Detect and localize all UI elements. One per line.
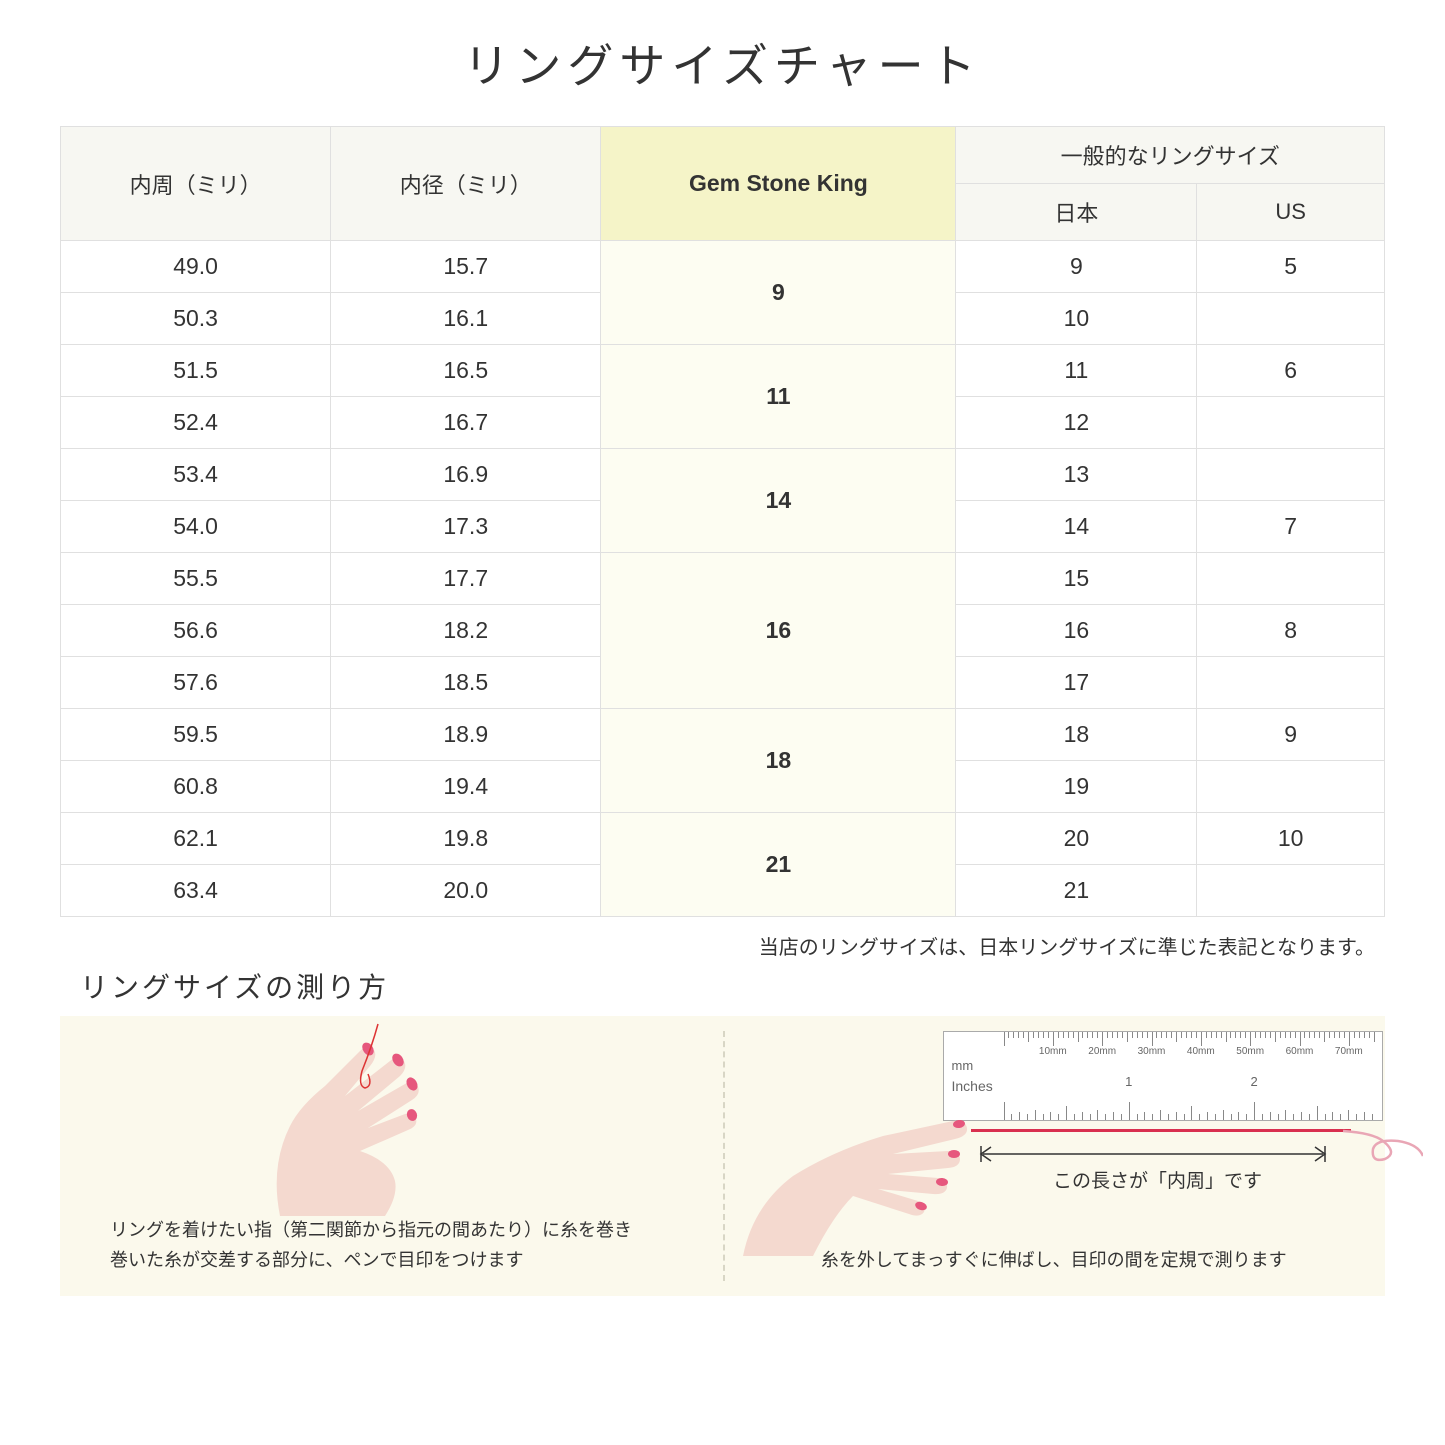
ruler-illustration: mm Inches 10mm 20mm 30mm 40mm 50mm 60mm 70mm 1 2 [943,1031,1383,1121]
cell-gsk: 16 [601,553,956,709]
cell-japan: 14 [956,501,1197,553]
right-caption: 糸を外してまっすぐに伸ばし、目印の間を定規で測ります [753,1245,1356,1276]
header-japan: 日本 [956,184,1197,241]
ring-size-table: 内周（ミリ） 内径（ミリ） Gem Stone King 一般的なリングサイズ … [60,126,1385,917]
thread-curl [1343,1111,1423,1171]
table-row: 51.516.511116 [61,345,1385,397]
howto-panel-right: mm Inches 10mm 20mm 30mm 40mm 50mm 60mm 70mm 1 2… [723,1016,1386,1296]
cell-us: 6 [1197,345,1385,397]
ruler-mm-mark: 50mm [1236,1046,1264,1057]
cell-diameter: 16.9 [331,449,601,501]
cell-japan: 13 [956,449,1197,501]
ruler-inch-mark: 2 [1250,1074,1257,1089]
ruler-mm-label: mm [952,1058,974,1073]
howto-panel-left: リングを着けたい指（第二関節から指元の間あたり）に糸を巻き 巻いた糸が交差する部… [60,1016,723,1296]
cell-diameter: 18.2 [331,605,601,657]
left-caption: リングを着けたい指（第二関節から指元の間あたり）に糸を巻き 巻いた糸が交差する部… [110,1215,693,1276]
cell-us: 8 [1197,605,1385,657]
cell-us: 9 [1197,709,1385,761]
header-circumference: 内周（ミリ） [61,127,331,241]
cell-us [1197,761,1385,813]
ruler-mm-mark: 60mm [1286,1046,1314,1057]
left-caption-line1: リングを着けたい指（第二関節から指元の間あたり）に糸を巻き [110,1220,632,1240]
cell-gsk: 18 [601,709,956,813]
header-us: US [1197,184,1385,241]
cell-us: 5 [1197,241,1385,293]
cell-japan: 11 [956,345,1197,397]
table-row: 53.416.91413 [61,449,1385,501]
ruler-mm-mark: 30mm [1138,1046,1166,1057]
ruler-mm-mark: 40mm [1187,1046,1215,1057]
cell-gsk: 21 [601,813,956,917]
ruler-mm-mark: 10mm [1039,1046,1067,1057]
cell-diameter: 16.1 [331,293,601,345]
ruler-mm-mark: 20mm [1088,1046,1116,1057]
cell-japan: 18 [956,709,1197,761]
cell-japan: 21 [956,865,1197,917]
table-row: 59.518.918189 [61,709,1385,761]
cell-circumference: 53.4 [61,449,331,501]
table-note: 当店のリングサイズは、日本リングサイズに準じた表記となります。 [60,931,1385,960]
cell-diameter: 18.9 [331,709,601,761]
ruler-mm-mark: 70mm [1335,1046,1363,1057]
cell-diameter: 16.7 [331,397,601,449]
table-row: 62.119.8212010 [61,813,1385,865]
page-title: リングサイズチャート [60,30,1385,96]
measure-label: この長さが「内周」です [973,1166,1343,1193]
cell-japan: 12 [956,397,1197,449]
header-general: 一般的なリングサイズ [956,127,1385,184]
cell-circumference: 59.5 [61,709,331,761]
cell-diameter: 18.5 [331,657,601,709]
cell-diameter: 15.7 [331,241,601,293]
table-row: 49.015.7995 [61,241,1385,293]
cell-us: 10 [1197,813,1385,865]
cell-diameter: 17.3 [331,501,601,553]
cell-us [1197,865,1385,917]
cell-circumference: 55.5 [61,553,331,605]
cell-diameter: 17.7 [331,553,601,605]
thread-line [971,1129,1351,1132]
cell-japan: 16 [956,605,1197,657]
cell-us [1197,397,1385,449]
cell-us [1197,657,1385,709]
ruler-inches-label: Inches [952,1078,993,1094]
cell-gsk: 9 [601,241,956,345]
hand-illustration-left [240,1016,540,1216]
cell-circumference: 56.6 [61,605,331,657]
cell-circumference: 49.0 [61,241,331,293]
cell-circumference: 63.4 [61,865,331,917]
cell-diameter: 19.8 [331,813,601,865]
cell-us: 7 [1197,501,1385,553]
cell-gsk: 14 [601,449,956,553]
header-gsk: Gem Stone King [601,127,956,241]
cell-japan: 9 [956,241,1197,293]
header-diameter: 内径（ミリ） [331,127,601,241]
cell-diameter: 20.0 [331,865,601,917]
cell-japan: 10 [956,293,1197,345]
cell-diameter: 19.4 [331,761,601,813]
cell-gsk: 11 [601,345,956,449]
howto-title: リングサイズの測り方 [80,966,1385,1006]
cell-circumference: 57.6 [61,657,331,709]
cell-japan: 17 [956,657,1197,709]
cell-circumference: 54.0 [61,501,331,553]
table-row: 55.517.71615 [61,553,1385,605]
cell-circumference: 51.5 [61,345,331,397]
howto-section: リングを着けたい指（第二関節から指元の間あたり）に糸を巻き 巻いた糸が交差する部… [60,1016,1385,1296]
cell-circumference: 50.3 [61,293,331,345]
cell-japan: 20 [956,813,1197,865]
cell-us [1197,553,1385,605]
ruler-inch-mark: 1 [1125,1074,1132,1089]
cell-us [1197,449,1385,501]
hand-illustration-right [743,1106,983,1256]
cell-japan: 15 [956,553,1197,605]
cell-japan: 19 [956,761,1197,813]
cell-us [1197,293,1385,345]
cell-circumference: 62.1 [61,813,331,865]
cell-diameter: 16.5 [331,345,601,397]
left-caption-line2: 巻いた糸が交差する部分に、ペンで目印をつけます [110,1250,523,1270]
measure-arrow [973,1144,1333,1164]
cell-circumference: 60.8 [61,761,331,813]
cell-circumference: 52.4 [61,397,331,449]
